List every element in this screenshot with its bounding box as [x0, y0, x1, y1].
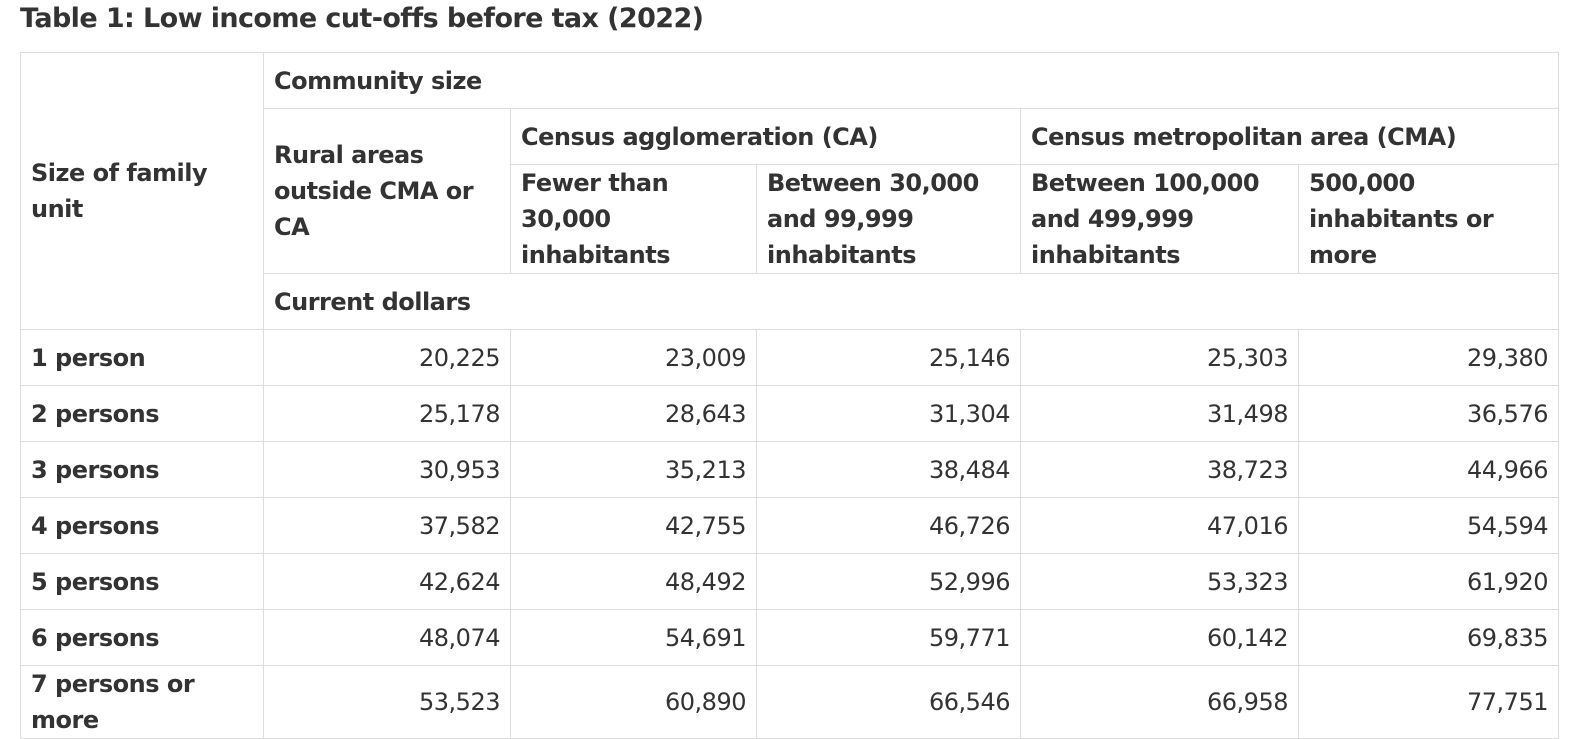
- table-row: 4 persons 37,582 42,755 46,726 47,016 54…: [20, 497, 1559, 554]
- header-ca-small: Fewer than 30,000 inhabitants: [510, 164, 757, 274]
- cell-value: 48,492: [510, 553, 757, 610]
- header-unit: Current dollars: [263, 273, 1559, 330]
- table-row: 1 person 20,225 23,009 25,146 25,303 29,…: [20, 329, 1559, 386]
- cell-value: 53,323: [1020, 553, 1299, 610]
- header-row-population: Fewer than 30,000 inhabitants Between 30…: [21, 164, 1559, 274]
- cell-value: 23,009: [510, 329, 757, 386]
- header-rural: Rural areas outside CMA or CA: [263, 108, 511, 274]
- cell-value: 20,225: [263, 329, 511, 386]
- table-row: 5 persons 42,624 48,492 52,996 53,323 61…: [20, 553, 1559, 610]
- row-label: 3 persons: [20, 441, 264, 498]
- cell-value: 52,996: [756, 553, 1021, 610]
- header-community-size: Community size: [263, 52, 1559, 109]
- cell-value: 38,723: [1020, 441, 1299, 498]
- cell-value: 35,213: [510, 441, 757, 498]
- table-caption: Table 1: Low income cut-offs before tax …: [20, 3, 704, 34]
- cell-value: 60,890: [510, 665, 757, 739]
- cell-value: 44,966: [1298, 441, 1559, 498]
- cell-value: 77,751: [1298, 665, 1559, 739]
- table-row: 3 persons 30,953 35,213 38,484 38,723 44…: [20, 441, 1559, 498]
- cell-value: 31,498: [1020, 385, 1299, 442]
- cell-value: 29,380: [1298, 329, 1559, 386]
- header-family-unit: Size of family unit: [20, 52, 264, 330]
- cell-value: 42,755: [510, 497, 757, 554]
- row-label: 6 persons: [20, 609, 264, 666]
- header-row-community: Size of family unit Community size: [20, 52, 1559, 330]
- cell-value: 37,582: [263, 497, 511, 554]
- table-row: 2 persons 25,178 28,643 31,304 31,498 36…: [20, 385, 1559, 442]
- cell-value: 28,643: [510, 385, 757, 442]
- header-row-unit: Current dollars: [21, 273, 1559, 330]
- cell-value: 53,523: [263, 665, 511, 739]
- cell-value: 25,178: [263, 385, 511, 442]
- low-income-cutoffs-table: Size of family unit Community size Rural…: [20, 52, 1559, 739]
- cell-value: 59,771: [756, 609, 1021, 666]
- row-label: 2 persons: [20, 385, 264, 442]
- cell-value: 66,546: [756, 665, 1021, 739]
- cell-value: 25,146: [756, 329, 1021, 386]
- table-header: Size of family unit Community size Rural…: [20, 52, 1559, 330]
- row-label: 5 persons: [20, 553, 264, 610]
- cell-value: 54,594: [1298, 497, 1559, 554]
- header-cma-small: Between 100,000 and 499,999 inhabitants: [1020, 164, 1299, 274]
- cell-value: 31,304: [756, 385, 1021, 442]
- cell-value: 25,303: [1020, 329, 1299, 386]
- header-ca: Census agglomeration (CA): [510, 108, 1021, 165]
- cell-value: 54,691: [510, 609, 757, 666]
- table-row: 7 persons or more 53,523 60,890 66,546 6…: [20, 665, 1559, 739]
- cell-value: 30,953: [263, 441, 511, 498]
- row-label: 1 person: [20, 329, 264, 386]
- table-row: 6 persons 48,074 54,691 59,771 60,142 69…: [20, 609, 1559, 666]
- cell-value: 69,835: [1298, 609, 1559, 666]
- table-body: 1 person 20,225 23,009 25,146 25,303 29,…: [20, 329, 1559, 739]
- cell-value: 38,484: [756, 441, 1021, 498]
- row-label: 7 persons or more: [20, 665, 264, 739]
- cell-value: 66,958: [1020, 665, 1299, 739]
- cell-value: 47,016: [1020, 497, 1299, 554]
- cell-value: 48,074: [263, 609, 511, 666]
- header-cma-large: 500,000 inhabitants or more: [1298, 164, 1559, 274]
- header-cma: Census metropolitan area (CMA): [1020, 108, 1559, 165]
- cell-value: 46,726: [756, 497, 1021, 554]
- row-label: 4 persons: [20, 497, 264, 554]
- cell-value: 61,920: [1298, 553, 1559, 610]
- cell-value: 60,142: [1020, 609, 1299, 666]
- header-ca-large: Between 30,000 and 99,999 inhabitants: [756, 164, 1021, 274]
- cell-value: 42,624: [263, 553, 511, 610]
- header-row-area: Rural areas outside CMA or CA Census agg…: [21, 108, 1559, 274]
- cell-value: 36,576: [1298, 385, 1559, 442]
